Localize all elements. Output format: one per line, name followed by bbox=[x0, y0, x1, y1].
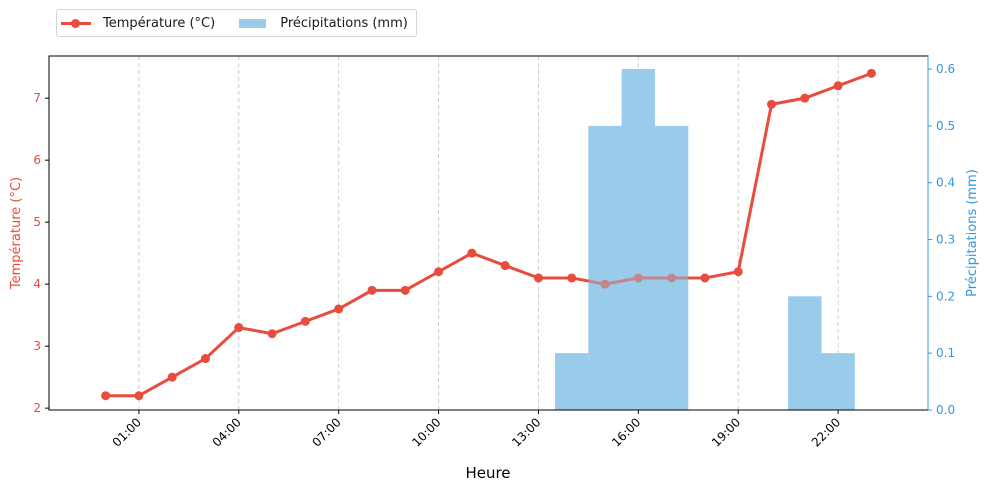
right-y-tick-label: 0.6 bbox=[936, 62, 955, 76]
temperature-point bbox=[167, 372, 177, 382]
left-y-tick-label: 3 bbox=[33, 339, 41, 353]
temperature-point bbox=[367, 285, 377, 295]
right-y-tick-label: 0.5 bbox=[936, 119, 955, 133]
legend-label-precipitation: Précipitations (mm) bbox=[280, 15, 408, 31]
temperature-point bbox=[101, 391, 111, 401]
left-y-tick-label: 2 bbox=[33, 401, 41, 415]
x-tick-label: 01:00 bbox=[110, 415, 144, 449]
legend-item-precipitation: Précipitations (mm) bbox=[237, 16, 408, 31]
temperature-point bbox=[767, 99, 777, 109]
temperature-point bbox=[434, 267, 444, 277]
chart-legend: Température (°C) Précipitations (mm) bbox=[56, 9, 417, 37]
x-tick-label: 13:00 bbox=[509, 415, 543, 449]
temperature-point bbox=[334, 304, 344, 314]
x-axis-label: Heure bbox=[465, 464, 510, 482]
x-tick-label: 04:00 bbox=[210, 415, 244, 449]
precipitation-bar bbox=[788, 296, 822, 410]
temperature-point bbox=[467, 248, 477, 258]
temperature-point bbox=[700, 273, 710, 283]
temperature-point bbox=[200, 354, 210, 364]
precipitation-bar bbox=[621, 69, 655, 410]
temperature-point bbox=[866, 68, 876, 78]
temperature-point bbox=[234, 323, 244, 333]
x-tick-label: 10:00 bbox=[409, 415, 443, 449]
precipitation-bar bbox=[821, 353, 855, 410]
left-y-axis-ticks: 2 3 4 5 6 7 bbox=[33, 91, 49, 415]
bar-swatch-icon bbox=[239, 18, 267, 28]
x-gridlines bbox=[138, 56, 839, 410]
line-marker-icon bbox=[61, 17, 91, 29]
left-y-tick-label: 7 bbox=[33, 91, 41, 105]
left-y-axis-label: Température (°C) bbox=[9, 177, 24, 290]
right-y-tick-label: 0.4 bbox=[936, 176, 955, 190]
temperature-point bbox=[400, 285, 410, 295]
temperature-point bbox=[600, 279, 610, 289]
temperature-point bbox=[800, 93, 810, 103]
x-tick-label: 16:00 bbox=[609, 415, 643, 449]
precipitation-bar bbox=[588, 125, 622, 410]
right-y-axis-ticks: 0.0 0.1 0.2 0.3 0.4 0.5 0.6 bbox=[928, 62, 955, 417]
temperature-point bbox=[667, 273, 677, 283]
temperature-point bbox=[533, 273, 543, 283]
precipitation-bars bbox=[555, 69, 855, 410]
temperature-point bbox=[567, 273, 577, 283]
x-tick-label: 19:00 bbox=[709, 415, 743, 449]
legend-item-temperature: Température (°C) bbox=[61, 16, 215, 31]
precipitation-bar bbox=[555, 353, 589, 410]
right-y-tick-label: 0.2 bbox=[936, 289, 955, 303]
legend-label-temperature: Température (°C) bbox=[103, 15, 216, 31]
temperature-line bbox=[101, 68, 876, 410]
temperature-point bbox=[733, 267, 743, 277]
x-tick-label: 22:00 bbox=[809, 415, 843, 449]
temperature-point bbox=[500, 261, 510, 271]
left-y-tick-label: 6 bbox=[33, 153, 41, 167]
temperature-point bbox=[267, 329, 277, 339]
x-axis-ticks: 01:00 04:00 07:00 10:00 13:00 16:00 19:00 22:00 bbox=[110, 410, 843, 450]
temperature-point bbox=[633, 273, 643, 283]
temperature-point bbox=[134, 391, 144, 401]
temperature-point bbox=[300, 316, 310, 326]
right-y-tick-label: 0.1 bbox=[936, 346, 955, 360]
left-y-tick-label: 5 bbox=[33, 215, 41, 229]
right-y-tick-label: 0.0 bbox=[936, 403, 955, 417]
precipitation-bar bbox=[654, 125, 689, 410]
left-y-tick-label: 4 bbox=[33, 277, 41, 291]
right-y-axis-label: Précipitations (mm) bbox=[965, 169, 980, 297]
right-y-tick-label: 0.3 bbox=[936, 233, 955, 247]
x-tick-label: 07:00 bbox=[309, 415, 343, 449]
temperature-point bbox=[833, 81, 843, 91]
